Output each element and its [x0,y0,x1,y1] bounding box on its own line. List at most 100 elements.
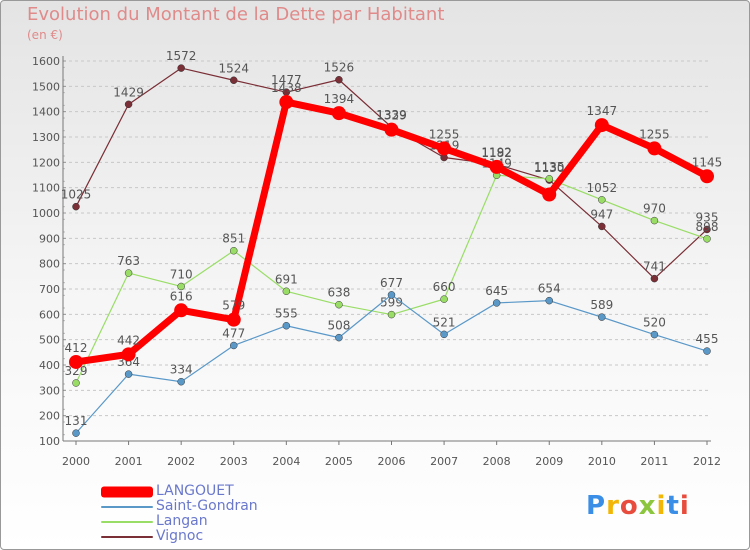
data-label: 654 [538,282,561,296]
data-point [703,225,711,234]
x-tick-label: 2010 [588,455,616,468]
x-tick-label: 2009 [535,455,563,468]
y-tick-label: 600 [39,308,60,321]
legend-label-vignoc: Vignoc [156,528,204,544]
x-tick-label: 2004 [272,455,300,468]
data-point [177,64,185,72]
data-label: 555 [275,307,298,321]
x-tick-label: 2005 [325,455,353,468]
y-tick-label: 1600 [32,55,60,68]
data-label: 1145 [692,155,723,169]
series-vignoc: 1025142915721524147715261339121911921130… [61,49,718,283]
data-point [69,354,83,369]
data-point [226,312,241,327]
data-label: 1192 [481,145,512,159]
x-tick-label: 2008 [483,455,511,468]
legend-label-langouet: LANGOUET [156,483,234,499]
data-label: 1052 [587,181,618,195]
y-tick-label: 900 [39,232,60,245]
data-label: 851 [222,232,245,246]
data-label: 1572 [166,49,197,63]
data-label: 508 [327,319,350,333]
chart-subtitle: (en €) [27,28,63,42]
legend-label-langan: Langan [156,513,208,529]
data-point [545,296,553,305]
x-tick-label: 2011 [640,455,668,468]
legend-swatch-vignoc [101,535,153,538]
data-point [282,287,291,296]
y-tick-label: 400 [39,359,60,372]
data-point [650,216,659,225]
logo-letter: P [586,491,607,521]
logo-letter: x [638,491,657,521]
legend-item-saint-gondran: Saint-Gondran [101,499,258,514]
data-label: 1438 [271,81,302,95]
data-point [335,75,343,84]
data-label: 589 [590,298,613,312]
data-point [703,235,711,243]
data-point [384,122,399,137]
y-tick-label: 1100 [32,182,60,195]
data-label: 1255 [639,127,670,141]
y-tick-label: 1500 [32,80,60,93]
data-label: 521 [433,315,456,329]
data-label: 1347 [587,104,618,118]
data-label: 898 [696,220,719,234]
x-tick-label: 2006 [378,455,406,468]
data-label: 970 [643,202,666,216]
x-tick-label: 2000 [62,455,90,468]
data-label: 645 [485,284,508,298]
series-line [75,67,708,280]
data-point [440,330,448,339]
data-label: 1526 [324,61,355,75]
data-label: 579 [222,299,245,313]
data-point [121,347,136,362]
data-label: 1429 [113,85,144,99]
data-label: 616 [170,289,193,303]
data-point [279,95,294,110]
data-label: 710 [170,267,193,281]
data-label: 1339 [376,108,407,122]
data-point [230,246,238,255]
data-label: 1329 [376,109,407,123]
data-point [545,175,553,183]
data-label: 1524 [218,61,249,75]
chart-title: Evolution du Montant de la Dette par Hab… [27,4,445,25]
gridlines [63,60,711,417]
logo-letter: r [606,491,620,521]
data-label: 1255 [429,127,460,141]
data-label: 677 [380,276,403,290]
data-point [598,222,606,231]
data-point [598,313,606,321]
data-point [331,106,346,121]
data-point [335,333,343,342]
y-tick-label: 200 [39,410,60,423]
data-point [650,274,659,283]
legend: LANGOUET Saint-Gondran Langan Vignoc [101,484,258,544]
data-label: 763 [117,254,140,268]
data-point [124,269,133,277]
y-tick-label: 1400 [32,106,60,119]
legend-swatch-langouet [101,486,153,497]
logo-letter: o [619,491,639,521]
data-label: 1394 [324,92,355,106]
x-tick-label: 2012 [693,455,721,468]
data-point [230,341,238,350]
data-point [489,159,504,174]
logo-letter: i [656,491,667,521]
data-label: 741 [643,260,666,274]
legend-swatch-saint-gondran [101,505,153,508]
series-langouet: 412 442 616 579 1438 1394 1329 1255 1182 1347 1255… [65,81,723,369]
y-axis-ticks: 100 200 300 400 500 600 700 800 900 1000 1100 1200 1… [32,55,66,448]
data-point [598,196,606,204]
data-label: 638 [327,286,350,300]
data-label: 442 [117,333,140,347]
data-label: 131 [65,414,88,428]
data-point [124,370,133,378]
data-label: 520 [643,316,666,330]
data-point [177,282,185,291]
data-label: 1135 [534,160,565,174]
logo-letter: i [679,491,690,521]
proxiti-logo: Proxiti [586,491,690,521]
